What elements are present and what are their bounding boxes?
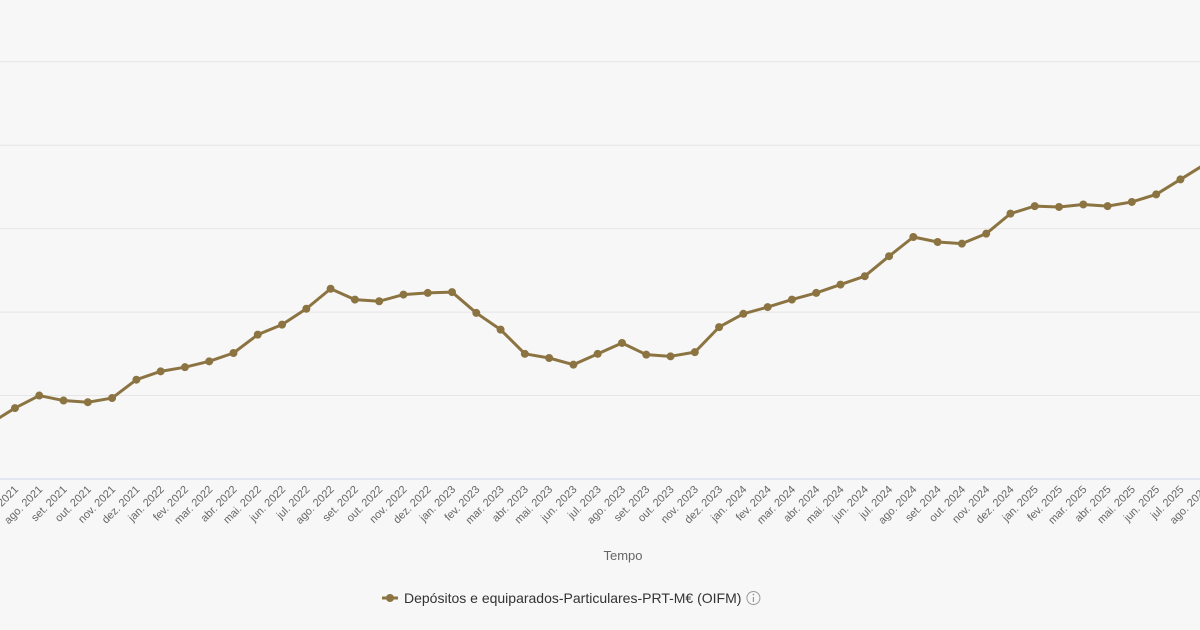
grid (0, 61, 1200, 480)
point (812, 288, 821, 297)
point (787, 295, 796, 304)
point (1152, 190, 1161, 199)
plot (0, 165, 1200, 420)
point (739, 309, 748, 318)
point (278, 320, 287, 329)
point (205, 357, 214, 366)
point (885, 252, 894, 261)
point (375, 297, 384, 306)
point (472, 308, 481, 317)
point (156, 367, 165, 376)
point (302, 304, 311, 313)
point (1055, 202, 1064, 211)
legend-symbol (386, 594, 394, 602)
point (253, 330, 262, 339)
point (642, 350, 651, 359)
x-axis-title: Tempo (603, 548, 642, 563)
point (1176, 175, 1185, 184)
point (59, 396, 68, 405)
info-icon-dot (752, 593, 755, 596)
point (617, 338, 626, 347)
info-icon (746, 591, 761, 605)
point (496, 325, 505, 334)
point (520, 349, 529, 358)
point (108, 394, 117, 403)
point (957, 239, 966, 248)
point (1127, 197, 1136, 206)
point (132, 375, 141, 384)
point (448, 288, 457, 297)
legend[interactable]: Depósitos e equiparados-Particulares-PRT… (382, 590, 761, 606)
point (1103, 202, 1112, 211)
point (836, 280, 845, 289)
point (1006, 209, 1015, 218)
point (83, 398, 92, 407)
point (545, 353, 554, 362)
point (690, 348, 699, 357)
point (1079, 200, 1088, 209)
point (423, 288, 432, 297)
point (933, 238, 942, 247)
point (666, 352, 675, 361)
legend-label: Depósitos e equiparados-Particulares-PRT… (404, 590, 741, 606)
point (593, 349, 602, 358)
point (569, 360, 578, 369)
point (715, 323, 724, 332)
point (180, 363, 189, 372)
point (860, 272, 869, 281)
point (909, 232, 918, 241)
point (229, 348, 238, 357)
point (399, 290, 408, 299)
point (35, 391, 44, 400)
point (326, 284, 335, 293)
point (1030, 202, 1039, 211)
point (982, 229, 991, 238)
point (350, 295, 359, 304)
point (10, 404, 19, 413)
point (763, 303, 772, 312)
